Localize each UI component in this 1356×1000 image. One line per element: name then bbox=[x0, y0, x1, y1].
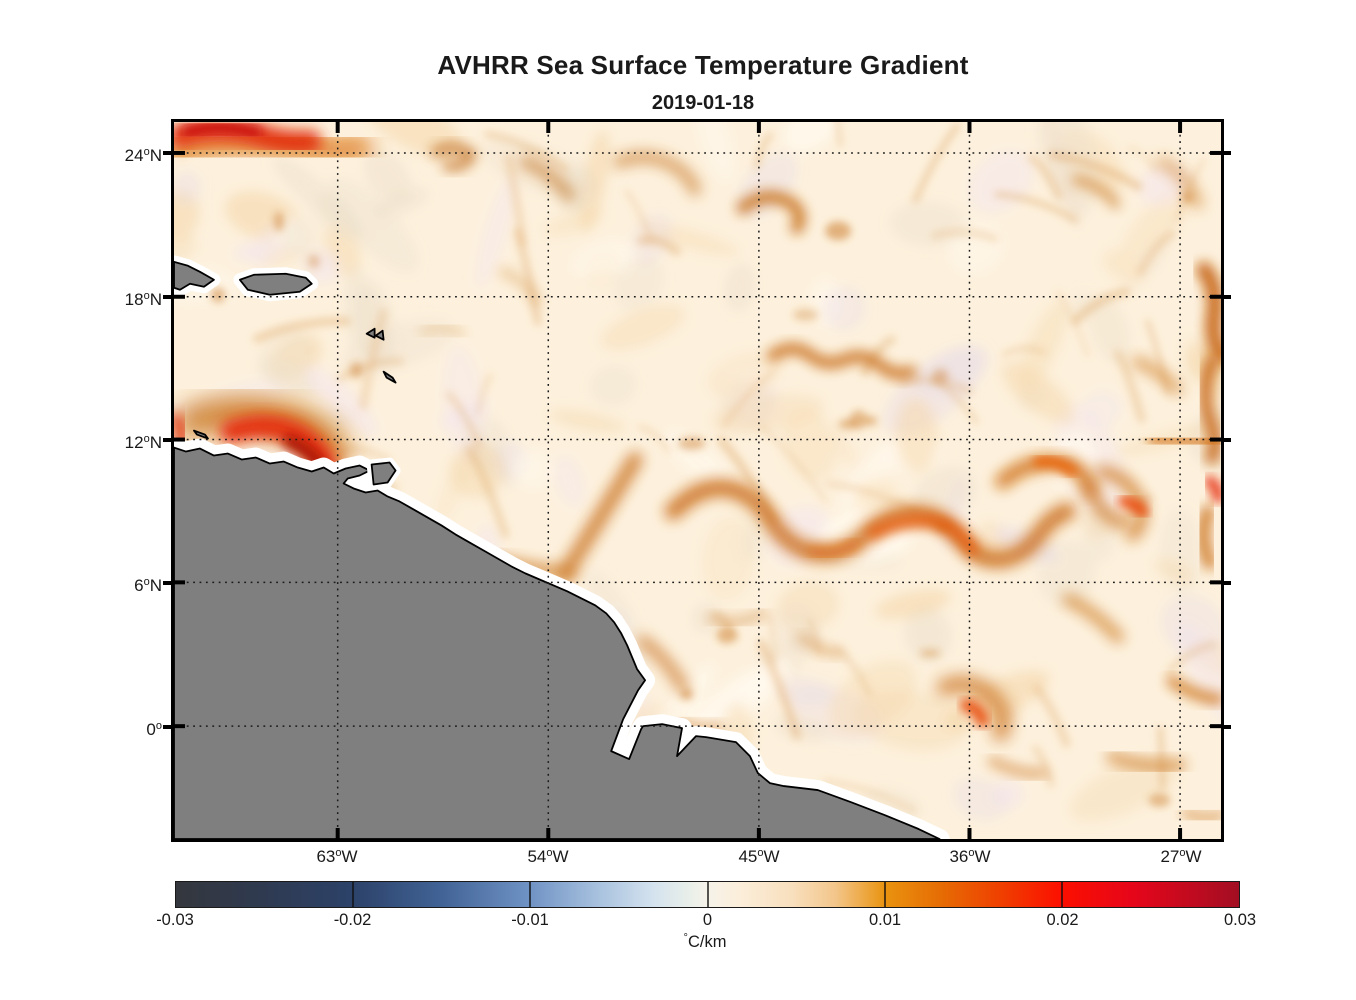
x-tick-label: 27oW bbox=[1160, 847, 1202, 866]
land-puerto-rico bbox=[238, 272, 313, 296]
land-small-island-b bbox=[374, 329, 385, 341]
colorbar-tick-mark bbox=[1060, 882, 1063, 907]
y-tick-mark bbox=[1222, 438, 1231, 442]
figure-title: AVHRR Sea Surface Temperature Gradient bbox=[437, 50, 969, 80]
land-hispaniola-east bbox=[174, 260, 215, 291]
y-tick-mark bbox=[1222, 725, 1231, 729]
y-tick-label: 0o bbox=[146, 720, 162, 739]
figure-subtitle: 2019-01-18 bbox=[651, 92, 755, 114]
y-tick-label: 18oN bbox=[124, 290, 162, 309]
colorbar-tick-label: -0.03 bbox=[156, 911, 194, 929]
y-tick-mark bbox=[163, 581, 172, 585]
colorbar-tick-mark bbox=[883, 882, 886, 907]
y-tick-label: 6oN bbox=[134, 576, 162, 595]
y-tick-label: 12oN bbox=[124, 433, 162, 452]
y-tick-mark bbox=[1222, 295, 1231, 299]
x-tick-label: 45oW bbox=[738, 847, 780, 866]
colorbar-tick-label: -0.01 bbox=[511, 911, 549, 929]
colorbar-tick-label: 0.02 bbox=[1046, 911, 1079, 929]
colorbar-tick-label: 0.03 bbox=[1223, 911, 1257, 929]
y-tick-mark bbox=[163, 295, 172, 299]
map-plot-area bbox=[171, 119, 1224, 842]
x-tick-label: 36oW bbox=[949, 847, 991, 866]
y-tick-mark bbox=[163, 725, 172, 729]
sst-gradient-map bbox=[174, 122, 1221, 839]
y-tick-mark bbox=[1222, 581, 1231, 585]
y-tick-label: 24oN bbox=[124, 146, 162, 165]
land-small-island-d bbox=[193, 429, 209, 440]
gridlines bbox=[174, 122, 1221, 839]
colorbar bbox=[175, 881, 1240, 908]
sst-front-filaments bbox=[174, 122, 1221, 823]
land-small-island-a bbox=[365, 327, 376, 339]
colorbar-unit-label: °C/km bbox=[683, 932, 727, 951]
y-tick-mark bbox=[163, 151, 172, 155]
colorbar-tick-mark bbox=[529, 882, 532, 907]
colorbar-tick-label: -0.02 bbox=[333, 911, 372, 929]
y-tick-mark bbox=[163, 438, 172, 442]
colorbar-tick-mark bbox=[352, 882, 355, 907]
axis-ticks bbox=[174, 122, 1221, 839]
y-tick-mark bbox=[1222, 151, 1231, 155]
colorbar-tick-mark bbox=[706, 882, 709, 907]
land-trinidad bbox=[370, 461, 397, 486]
x-tick-label: 54oW bbox=[527, 847, 569, 866]
x-tick-label: 63oW bbox=[316, 847, 358, 866]
land-small-island-c bbox=[382, 370, 397, 384]
colorbar-tick-label: 0.01 bbox=[868, 911, 902, 929]
colorbar-tick-label: 0 bbox=[702, 911, 713, 929]
land-layer bbox=[174, 255, 950, 839]
